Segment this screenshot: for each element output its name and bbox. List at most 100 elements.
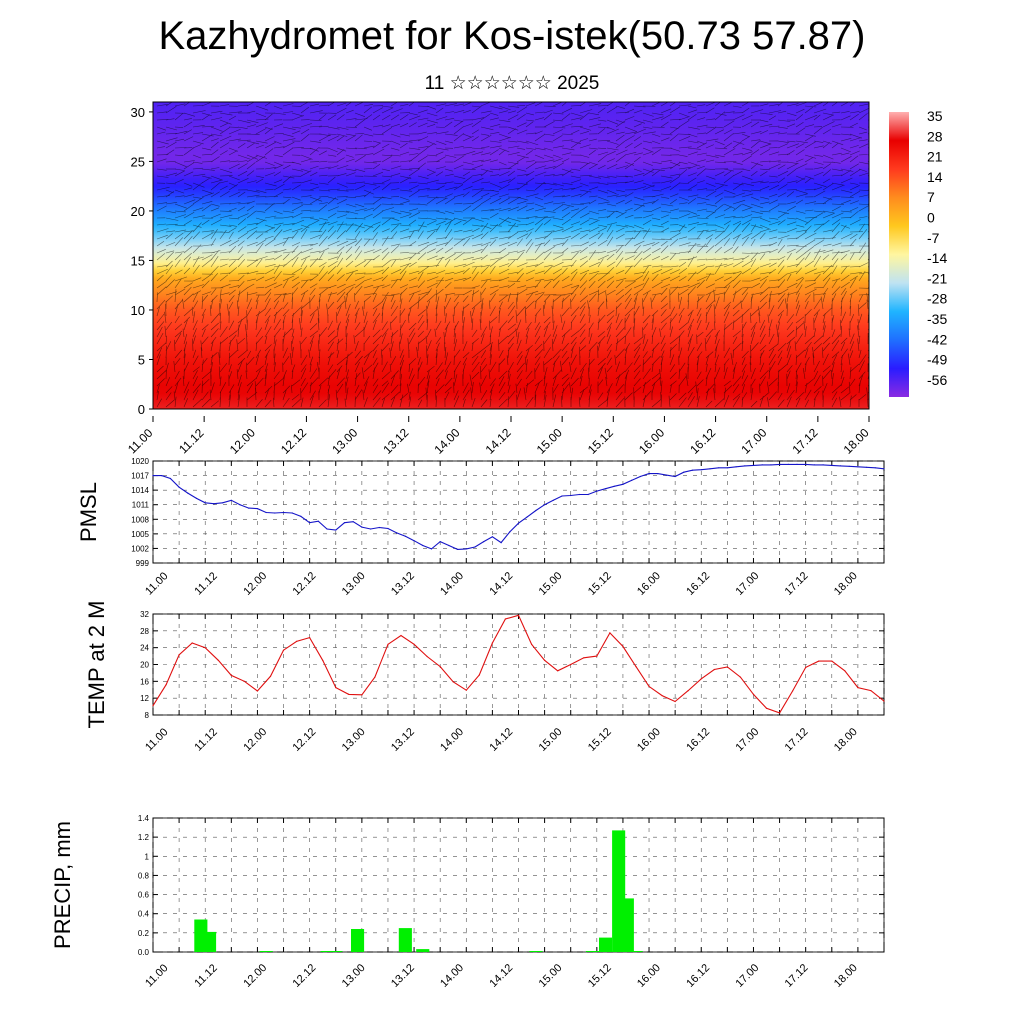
wind-barb bbox=[552, 135, 563, 142]
wind-barb bbox=[732, 260, 744, 268]
wind-barb bbox=[867, 210, 869, 212]
wind-barb bbox=[723, 367, 728, 380]
wind-barb bbox=[615, 374, 621, 387]
wind-barb bbox=[813, 224, 823, 233]
wind-barb bbox=[768, 292, 782, 296]
wind-barb bbox=[273, 254, 282, 261]
wind-barb bbox=[840, 138, 852, 142]
wind-barb bbox=[453, 395, 460, 408]
wind-barb bbox=[569, 382, 572, 394]
pmsl-y-tick-label: 1002 bbox=[131, 544, 149, 553]
wind-barb bbox=[309, 103, 320, 107]
temp-x-tick-label: 18.00 bbox=[832, 726, 860, 754]
wind-barb bbox=[795, 278, 804, 289]
wind-barb bbox=[282, 385, 291, 394]
wind-barb bbox=[336, 350, 340, 359]
wind-barb bbox=[696, 313, 702, 324]
wind-barb bbox=[732, 376, 742, 387]
wind-barb bbox=[264, 136, 275, 142]
wind-barb bbox=[651, 281, 663, 289]
wind-barb bbox=[318, 217, 329, 221]
wind-barb bbox=[570, 168, 581, 171]
wind-barb bbox=[858, 205, 869, 212]
wind-barb bbox=[174, 224, 186, 227]
wind-barb bbox=[777, 140, 790, 143]
wind-barb bbox=[741, 268, 751, 275]
wind-barb bbox=[651, 355, 661, 366]
wind-barb bbox=[741, 364, 747, 373]
wind-barb bbox=[363, 168, 373, 170]
wind-barb bbox=[624, 108, 635, 114]
wind-barb bbox=[192, 284, 204, 289]
wind-barb bbox=[507, 373, 511, 387]
wind-barb bbox=[831, 279, 838, 289]
wind-barb bbox=[219, 135, 232, 142]
wind-barb bbox=[183, 319, 188, 331]
wind-barb bbox=[804, 260, 815, 268]
wind-barb bbox=[417, 136, 429, 142]
wind-barb bbox=[732, 183, 743, 191]
wind-barb bbox=[489, 132, 500, 135]
wind-barb bbox=[624, 346, 628, 359]
wind-barb bbox=[678, 397, 687, 408]
pmsl-point bbox=[309, 522, 311, 524]
wind-barb bbox=[614, 355, 617, 366]
wind-barb bbox=[525, 193, 539, 198]
wind-barb bbox=[525, 160, 535, 163]
wind-barb bbox=[354, 181, 365, 184]
wind-barb bbox=[687, 222, 699, 226]
wind-barb bbox=[156, 268, 169, 275]
wind-barb bbox=[687, 140, 699, 144]
wind-barb bbox=[237, 160, 248, 163]
wind-barb bbox=[183, 381, 190, 394]
wind-barb bbox=[723, 174, 735, 184]
wind-barb bbox=[507, 197, 520, 205]
wind-barb bbox=[759, 143, 772, 149]
wind-barb bbox=[723, 220, 732, 226]
wind-barb bbox=[651, 140, 661, 145]
wind-barb bbox=[687, 300, 689, 310]
wind-barb bbox=[345, 210, 359, 215]
wind-barb bbox=[435, 304, 438, 317]
wind-barb bbox=[669, 393, 677, 401]
wind-barb bbox=[786, 370, 791, 380]
wind-barb bbox=[615, 327, 625, 338]
wind-barb bbox=[462, 150, 476, 156]
wind-barb bbox=[579, 212, 590, 219]
wind-barb bbox=[264, 282, 277, 289]
wind-barb bbox=[642, 327, 644, 338]
wind-barb bbox=[237, 316, 247, 324]
wind-barb bbox=[858, 382, 861, 394]
wind-barb bbox=[471, 159, 484, 163]
wind-barb bbox=[480, 241, 492, 247]
wind-barb bbox=[210, 175, 223, 181]
wind-barb bbox=[857, 338, 860, 352]
wind-barb bbox=[327, 147, 338, 153]
wind-barb bbox=[570, 140, 582, 149]
wind-barb bbox=[363, 224, 374, 228]
wind-barb bbox=[408, 374, 415, 387]
wind-barb bbox=[831, 123, 842, 128]
wind-barb bbox=[543, 246, 556, 254]
wind-barb bbox=[579, 388, 585, 401]
wind-barb bbox=[417, 252, 427, 261]
wind-barb bbox=[597, 289, 599, 303]
wind-barb bbox=[336, 397, 339, 408]
wind-barb bbox=[822, 321, 826, 331]
wind-barb bbox=[561, 147, 575, 151]
wind-barb bbox=[525, 345, 533, 352]
wind-barb bbox=[750, 400, 758, 408]
wind-barb bbox=[291, 297, 293, 310]
wind-barb bbox=[543, 113, 552, 121]
wind-barb bbox=[417, 337, 427, 345]
wind-barb bbox=[210, 256, 219, 268]
wind-barb bbox=[444, 173, 454, 177]
wind-barb bbox=[570, 367, 577, 380]
wind-barb bbox=[399, 349, 404, 359]
wind-barb bbox=[795, 354, 798, 366]
wind-barb bbox=[723, 170, 732, 177]
wind-barb bbox=[669, 106, 680, 114]
temp-y-tick-label: 8 bbox=[145, 711, 150, 720]
wind-barb bbox=[795, 245, 806, 254]
wind-barb bbox=[435, 107, 444, 114]
